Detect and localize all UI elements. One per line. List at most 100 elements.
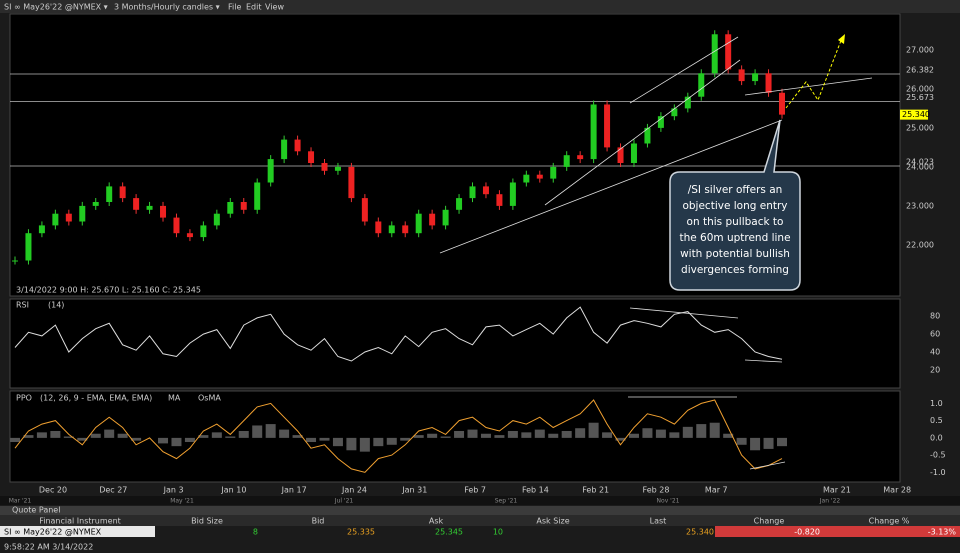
candle: [79, 205, 86, 222]
y-tick-label: 0.5: [930, 416, 943, 425]
candle: [604, 104, 611, 148]
osma-bar: [454, 430, 465, 438]
panel-title: RSI: [16, 301, 29, 310]
candle: [563, 155, 570, 167]
column-header: Change: [754, 517, 785, 526]
osma-bar: [158, 437, 169, 444]
annotation-line: on this pullback to: [687, 216, 784, 228]
x-tick-label: Mar 21: [823, 486, 851, 495]
osma-bar: [319, 437, 330, 441]
ppo-panel: [9, 390, 901, 483]
candle: [536, 174, 543, 179]
osma-bar: [184, 437, 195, 443]
candle: [577, 155, 584, 160]
candle: [456, 198, 463, 210]
candle: [657, 116, 664, 128]
channel-line: [629, 36, 739, 104]
candle: [375, 221, 382, 234]
panel-params: (14): [48, 301, 64, 310]
y-tick-label: -1.0: [930, 468, 946, 477]
osma-bar: [628, 433, 639, 438]
level-label: 26.382: [906, 65, 934, 74]
candle: [12, 260, 18, 262]
y-tick-label: 26.000: [906, 84, 934, 93]
x-tick-label: Jan 17: [281, 486, 307, 495]
candle: [630, 143, 637, 163]
column-header: Change %: [869, 517, 910, 526]
quote-cell: 25.335: [347, 528, 375, 537]
level-label: 25.673: [906, 93, 934, 102]
x-tick-label: Feb 14: [522, 486, 549, 495]
quote-cell: 10: [493, 528, 503, 537]
x-tick-label: Jan 3: [163, 486, 184, 495]
menu[interactable]: View: [265, 3, 284, 12]
status: 9:58:22 AM 3/14/2022: [4, 543, 93, 552]
osma-bar: [211, 432, 222, 438]
x-tick-label: Feb 21: [582, 486, 609, 495]
y-tick-label: 0.0: [930, 433, 943, 442]
column-header: Bid Size: [191, 517, 223, 526]
symbol[interactable]: SI ∞ May26'22 @NYMEX ▾: [4, 3, 108, 12]
menu[interactable]: File: [228, 3, 241, 12]
candle: [173, 217, 180, 234]
osma-bar: [480, 433, 491, 438]
osma-bar: [642, 428, 653, 438]
osma-bar: [777, 437, 787, 447]
candle: [227, 202, 234, 214]
legend-entry: OsMA: [198, 394, 221, 403]
candle: [334, 166, 341, 171]
y-tick-label: -0.5: [930, 451, 946, 460]
y-tick-label: 60: [930, 330, 940, 339]
osma-bar: [723, 433, 734, 438]
annotation-line: with potential bullish: [680, 248, 790, 260]
overview-strip: [0, 496, 960, 505]
osma-bar: [117, 433, 128, 438]
column-header: Bid: [312, 517, 325, 526]
osma-bar: [90, 433, 101, 438]
last-price: 25.340: [902, 110, 930, 119]
osma-bar: [427, 433, 438, 438]
osma-bar: [252, 425, 263, 438]
candle: [779, 92, 785, 115]
osma-bar: [413, 435, 424, 438]
osma-bar: [306, 437, 317, 443]
y-tick-label: 20: [930, 366, 940, 375]
ppo-line: [14, 399, 783, 473]
osma-bar: [50, 430, 61, 438]
candle: [294, 139, 301, 152]
x-tick-label: Jan 31: [401, 486, 427, 495]
column-header: Last: [650, 517, 667, 526]
osma-bar: [373, 437, 384, 447]
candle: [92, 202, 99, 206]
uptrend-line: [544, 59, 741, 206]
annotation-line: divergences forming: [681, 264, 789, 276]
candle: [160, 205, 167, 218]
osma-bar: [467, 429, 478, 438]
timeframe[interactable]: 3 Months/Hourly candles ▾: [114, 3, 220, 12]
rsi-line: [14, 306, 783, 362]
quote-cell: -3.13%: [928, 528, 957, 537]
osma-bar: [494, 435, 505, 438]
quote-cell: 8: [253, 528, 258, 537]
x-tick-label: Mar 7: [705, 486, 728, 495]
quote-panel-bar: [0, 506, 960, 515]
osma-bar: [736, 437, 747, 445]
candle: [590, 104, 597, 160]
osma-bar: [750, 437, 761, 451]
osma-bar: [548, 433, 559, 438]
osma-bar: [225, 436, 236, 438]
quote-title: Quote Panel: [12, 506, 60, 515]
candle: [240, 202, 247, 210]
annotation-line: objective long entry: [682, 200, 787, 212]
overview-label: May '21: [170, 498, 194, 505]
osma-bar: [386, 437, 397, 445]
candle: [496, 194, 503, 206]
osma-bar: [279, 429, 290, 438]
candle: [684, 96, 691, 109]
quote-cell: -0.820: [794, 528, 820, 537]
column-header: Ask Size: [536, 517, 569, 526]
candle: [186, 233, 193, 238]
last-price-box: [900, 109, 928, 120]
x-tick-label: Dec 27: [99, 486, 127, 495]
menu[interactable]: Edit: [246, 3, 262, 12]
